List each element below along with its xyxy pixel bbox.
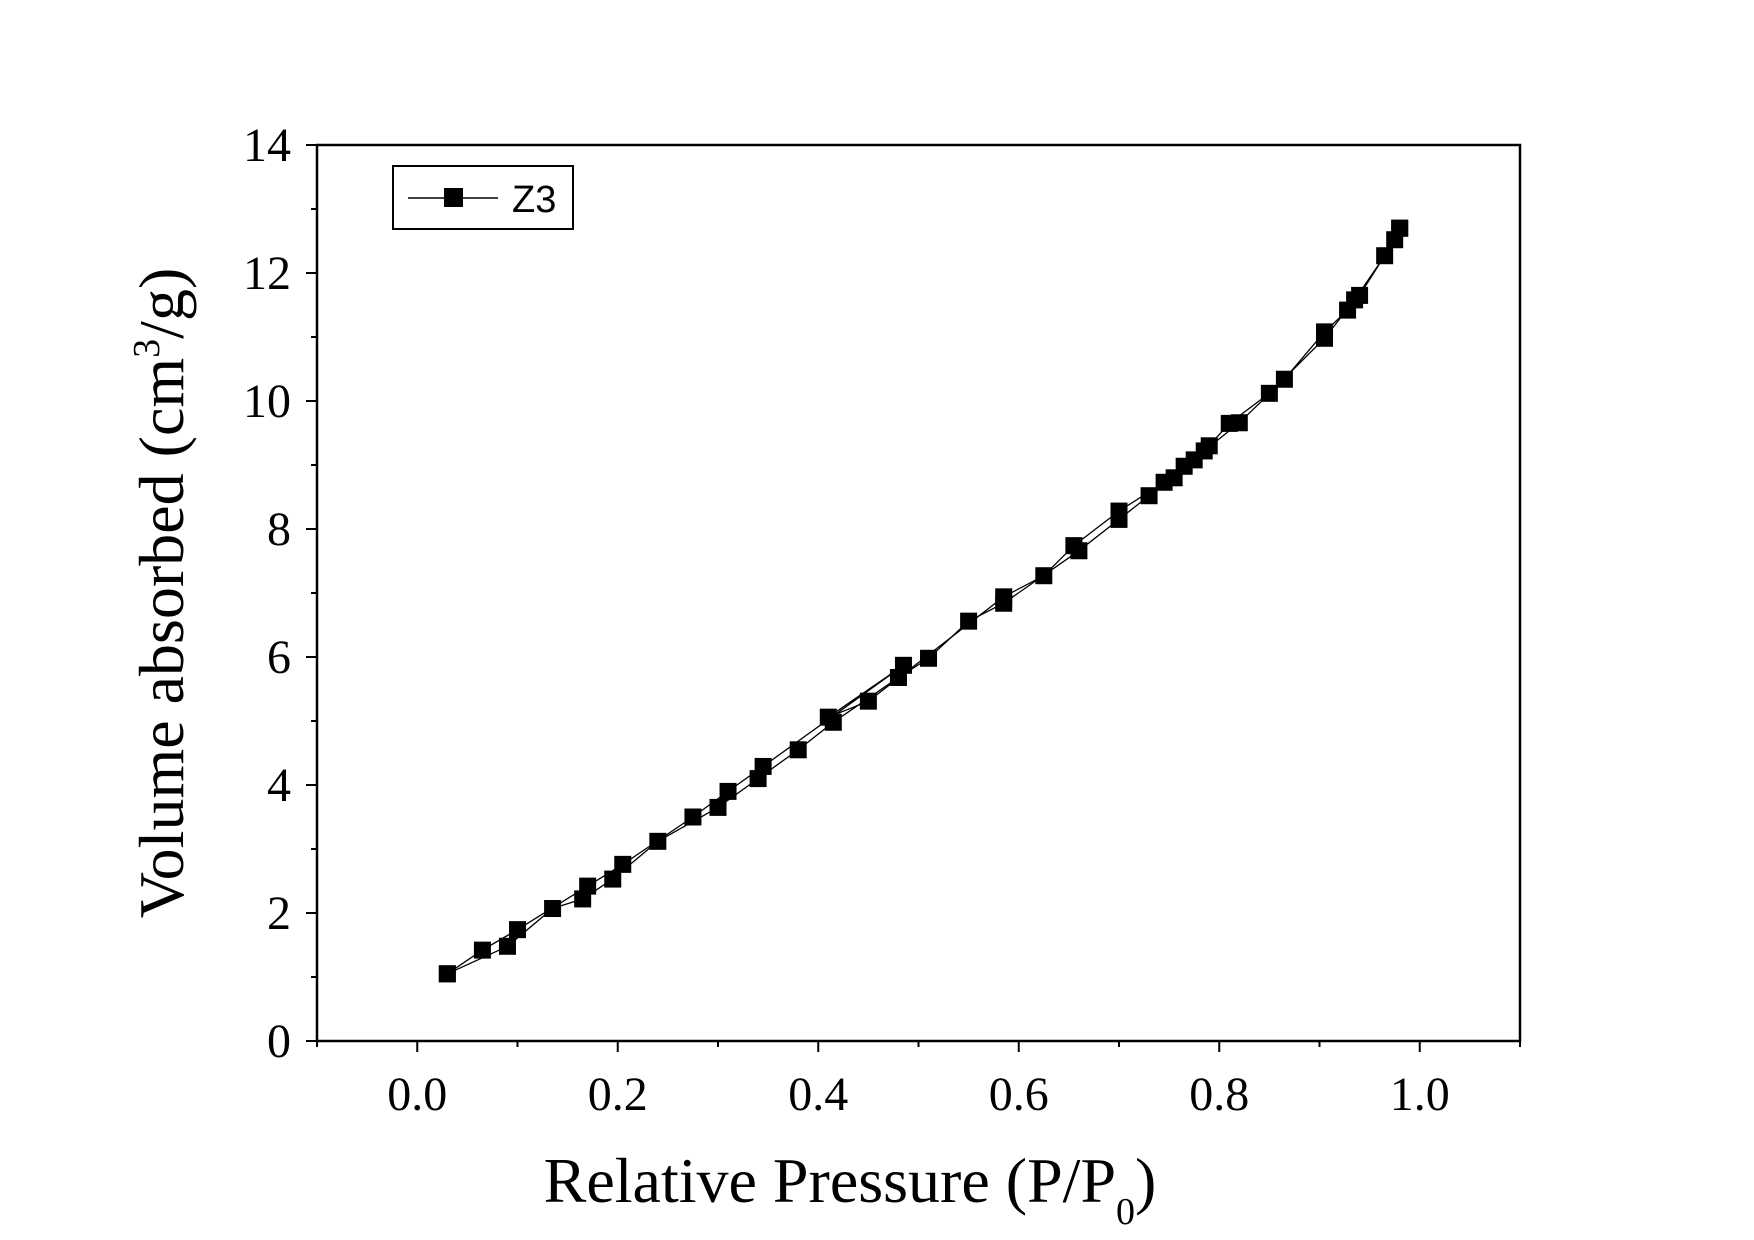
data-point-desorption bbox=[719, 782, 737, 800]
data-point-adsorption bbox=[574, 890, 592, 908]
plot-frame bbox=[315, 143, 1522, 1043]
y-axis-title: Volume absorbed (cm3/g) bbox=[126, 268, 197, 919]
data-point-desorption bbox=[995, 588, 1013, 606]
x-tick-label: 0.0 bbox=[387, 1068, 447, 1121]
y-axis-title-sup: 3 bbox=[126, 339, 168, 358]
data-point-desorption bbox=[579, 877, 597, 895]
y-axis-title-end: /g) bbox=[126, 268, 197, 339]
data-point-desorption bbox=[684, 808, 702, 826]
data-point-adsorption bbox=[498, 937, 516, 955]
y-tick-label: 4 bbox=[267, 759, 291, 812]
data-point-desorption bbox=[1230, 414, 1248, 432]
legend-marker bbox=[444, 188, 463, 207]
data-point-desorption bbox=[1195, 442, 1213, 460]
series-line-desorption bbox=[446, 227, 1401, 975]
x-tick-label: 0.2 bbox=[588, 1068, 648, 1121]
data-point-adsorption bbox=[1140, 487, 1158, 505]
data-point-desorption bbox=[859, 692, 877, 710]
y-tick-label: 14 bbox=[243, 119, 291, 172]
data-point-adsorption bbox=[920, 649, 938, 667]
x-axis-title-end: ) bbox=[1135, 1145, 1156, 1216]
legend-label: Z3 bbox=[512, 179, 556, 221]
data-point-desorption bbox=[1175, 457, 1193, 475]
x-tick-label: 0.4 bbox=[788, 1068, 848, 1121]
x-tick-label: 0.8 bbox=[1189, 1068, 1249, 1121]
data-point-desorption bbox=[1339, 301, 1357, 319]
y-tick-label: 0 bbox=[267, 1015, 291, 1068]
data-point-desorption bbox=[438, 965, 456, 983]
y-tick-labels: 0 2 4 6 8 10 12 14 bbox=[243, 119, 291, 1068]
data-point-desorption bbox=[473, 941, 491, 959]
data-point-desorption bbox=[1110, 502, 1128, 520]
data-point-desorption bbox=[1386, 231, 1404, 249]
data-point-adsorption bbox=[709, 798, 727, 816]
data-point-desorption bbox=[1275, 370, 1293, 388]
data-point-desorption bbox=[894, 656, 912, 674]
x-tick-labels: 0.0 0.2 0.4 0.6 0.8 1.0 bbox=[387, 1068, 1450, 1121]
y-tick-label: 2 bbox=[267, 887, 291, 940]
data-point-desorption bbox=[819, 708, 837, 726]
data-point-desorption bbox=[1035, 567, 1053, 585]
x-tick-label: 0.6 bbox=[989, 1068, 1049, 1121]
series-group bbox=[438, 219, 1409, 983]
data-point-desorption bbox=[509, 921, 526, 939]
data-point-adsorption bbox=[960, 612, 978, 630]
y-tick-label: 10 bbox=[243, 375, 291, 428]
data-point-desorption bbox=[1351, 286, 1369, 304]
legend: Z3 bbox=[392, 165, 574, 230]
x-tick-label: 1.0 bbox=[1390, 1068, 1450, 1121]
x-axis-title-main: Relative Pressure (P/P bbox=[544, 1145, 1116, 1216]
data-point-adsorption bbox=[789, 741, 807, 759]
y-tick-label: 12 bbox=[243, 247, 291, 300]
series-line-adsorption bbox=[447, 227, 1401, 975]
data-point-desorption bbox=[1155, 473, 1173, 491]
x-axis-title: Relative Pressure (P/P0) bbox=[544, 1145, 1157, 1233]
data-point-desorption bbox=[1316, 323, 1334, 341]
y-axis-title-main: Volume absorbed (cm bbox=[126, 358, 197, 918]
x-axis-title-sub: 0 bbox=[1116, 1191, 1135, 1233]
data-point-desorption bbox=[1065, 537, 1083, 555]
data-point-desorption bbox=[754, 757, 772, 775]
y-tick-label: 6 bbox=[267, 631, 291, 684]
data-point-desorption bbox=[614, 855, 632, 873]
y-tick-label: 8 bbox=[267, 503, 291, 556]
data-point-adsorption bbox=[604, 870, 622, 888]
axis-ticks bbox=[306, 144, 1521, 1052]
